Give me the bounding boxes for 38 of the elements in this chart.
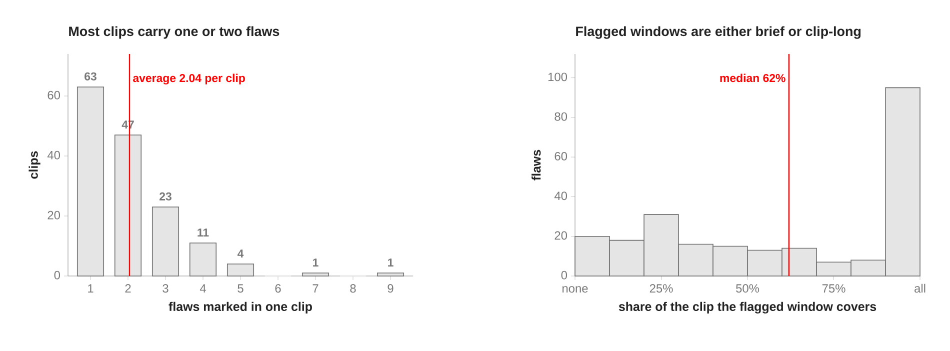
x-axis-title: share of the clip the flagged window covers bbox=[618, 302, 876, 314]
ref-line-label: median 62% bbox=[720, 74, 786, 82]
x-tick-label: 4 bbox=[200, 284, 206, 293]
chart-title: Most clips carry one or two flaws bbox=[69, 26, 280, 39]
x-tick-label: 8 bbox=[350, 284, 356, 293]
y-tick-label: 20 bbox=[48, 210, 60, 220]
x-tick-label: 3 bbox=[162, 284, 168, 293]
y-tick-label: 40 bbox=[47, 150, 60, 160]
data-label: 1 bbox=[388, 258, 394, 266]
x-tick-label: 75% bbox=[822, 284, 846, 293]
y-axis-title: clips bbox=[28, 151, 40, 179]
data-label: 23 bbox=[160, 192, 172, 200]
x-tick-label: 1 bbox=[88, 284, 94, 293]
y-tick-label: 0 bbox=[561, 270, 568, 280]
x-tick-label: 2 bbox=[125, 284, 131, 293]
y-tick-label: 60 bbox=[48, 90, 60, 100]
data-label: 11 bbox=[198, 228, 209, 236]
data-label: 1 bbox=[313, 258, 318, 266]
x-tick-label: all bbox=[914, 284, 926, 293]
ref-line-label: average 2.04 per clip bbox=[133, 74, 245, 84]
y-tick-label: 60 bbox=[554, 152, 568, 160]
x-tick-label: 9 bbox=[388, 284, 394, 293]
y-tick-label: 20 bbox=[554, 231, 568, 240]
y-tick-label: 80 bbox=[554, 112, 568, 121]
data-label: 4 bbox=[237, 250, 244, 258]
x-tick-label: 25% bbox=[650, 284, 673, 293]
chart-title: Flagged windows are either brief or clip-long bbox=[576, 26, 861, 39]
y-tick-label: 40 bbox=[554, 192, 568, 200]
x-tick-label: none bbox=[562, 286, 588, 293]
x-tick-label: 7 bbox=[312, 284, 318, 293]
y-tick-label: 100 bbox=[548, 72, 568, 82]
y-tick-label: 0 bbox=[54, 270, 60, 280]
y-axis-title: flaws bbox=[532, 150, 541, 180]
x-tick-label: 50% bbox=[736, 284, 760, 293]
x-axis-title: flaws marked in one clip bbox=[168, 302, 312, 314]
data-label: 63 bbox=[84, 72, 96, 80]
x-tick-label: 6 bbox=[275, 284, 281, 293]
x-tick-label: 5 bbox=[238, 284, 244, 293]
